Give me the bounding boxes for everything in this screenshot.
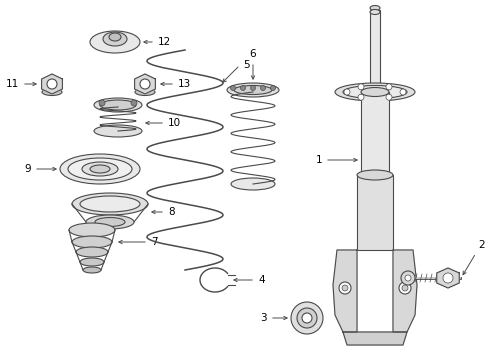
Ellipse shape	[90, 165, 110, 173]
Ellipse shape	[103, 32, 127, 46]
Circle shape	[343, 89, 349, 95]
Bar	[360, 92, 388, 175]
Circle shape	[140, 79, 150, 89]
Circle shape	[357, 84, 363, 90]
Bar	[356, 175, 392, 250]
Circle shape	[341, 285, 347, 291]
Circle shape	[260, 85, 265, 90]
Text: 11: 11	[6, 79, 19, 89]
Ellipse shape	[334, 83, 414, 101]
Text: 7: 7	[151, 237, 157, 247]
Ellipse shape	[369, 5, 379, 10]
Ellipse shape	[135, 89, 155, 95]
Ellipse shape	[230, 178, 274, 190]
Circle shape	[401, 285, 407, 291]
Circle shape	[399, 89, 405, 95]
Polygon shape	[392, 250, 416, 332]
Circle shape	[302, 313, 311, 323]
Ellipse shape	[100, 100, 136, 110]
Circle shape	[385, 94, 391, 100]
Polygon shape	[41, 74, 62, 94]
Polygon shape	[436, 268, 458, 288]
Ellipse shape	[94, 98, 142, 112]
Ellipse shape	[90, 31, 140, 53]
Ellipse shape	[76, 247, 108, 257]
Text: 5: 5	[243, 60, 249, 70]
Circle shape	[338, 282, 350, 294]
Ellipse shape	[72, 193, 148, 215]
Text: 4: 4	[258, 275, 264, 285]
Text: 1: 1	[315, 155, 321, 165]
Text: 9: 9	[24, 164, 31, 174]
Circle shape	[47, 79, 57, 89]
Circle shape	[270, 85, 275, 90]
Ellipse shape	[80, 196, 140, 212]
Circle shape	[230, 85, 235, 90]
Circle shape	[404, 275, 410, 281]
Ellipse shape	[356, 170, 392, 180]
Ellipse shape	[69, 223, 115, 237]
Ellipse shape	[360, 171, 388, 180]
Ellipse shape	[83, 267, 101, 273]
Ellipse shape	[95, 217, 125, 226]
Ellipse shape	[360, 87, 388, 96]
Ellipse shape	[86, 215, 134, 229]
Polygon shape	[342, 332, 406, 345]
Text: 10: 10	[168, 118, 181, 128]
Ellipse shape	[109, 33, 121, 41]
Ellipse shape	[68, 158, 132, 180]
Circle shape	[240, 85, 245, 90]
Ellipse shape	[82, 162, 118, 176]
Text: 13: 13	[178, 79, 191, 89]
Ellipse shape	[80, 258, 104, 266]
Text: 2: 2	[477, 240, 484, 250]
Circle shape	[400, 271, 414, 285]
Ellipse shape	[60, 154, 140, 184]
Bar	[369, 10, 379, 90]
Ellipse shape	[72, 236, 112, 248]
Circle shape	[99, 100, 105, 106]
Circle shape	[357, 94, 363, 100]
Text: 8: 8	[168, 207, 174, 217]
Ellipse shape	[342, 85, 406, 99]
Circle shape	[250, 85, 255, 90]
Circle shape	[296, 308, 316, 328]
Circle shape	[131, 100, 137, 106]
Circle shape	[398, 282, 410, 294]
Polygon shape	[134, 74, 155, 94]
Circle shape	[385, 84, 391, 90]
Ellipse shape	[94, 125, 142, 137]
Circle shape	[290, 302, 323, 334]
Text: 3: 3	[260, 313, 266, 323]
Polygon shape	[332, 250, 356, 332]
Ellipse shape	[42, 89, 62, 95]
Circle shape	[442, 273, 452, 283]
Ellipse shape	[226, 83, 279, 97]
Text: 12: 12	[158, 37, 171, 47]
Ellipse shape	[234, 85, 271, 94]
Text: 6: 6	[249, 49, 256, 59]
Ellipse shape	[369, 9, 379, 14]
